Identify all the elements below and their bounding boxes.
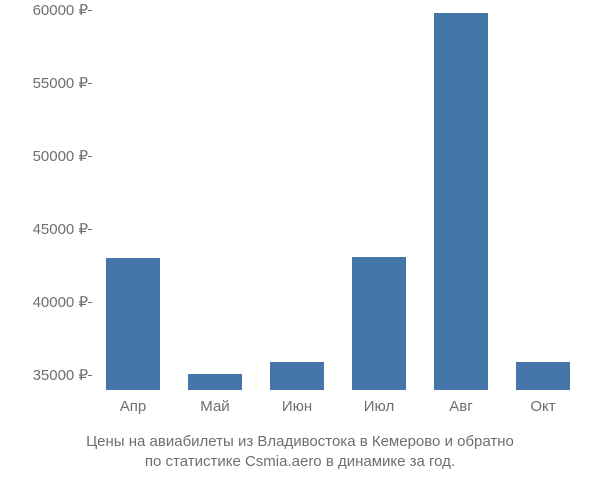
y-tick-label: 60000 ₽	[33, 1, 88, 19]
y-tick-label: 40000 ₽	[33, 293, 88, 311]
bar	[352, 257, 406, 390]
bar	[516, 362, 570, 390]
bar	[106, 258, 160, 390]
bar	[434, 13, 488, 390]
bar	[270, 362, 324, 390]
y-tick-mark	[88, 229, 92, 230]
caption-line-1: Цены на авиабилеты из Владивостока в Кем…	[86, 433, 514, 450]
y-tick-mark	[88, 302, 92, 303]
price-chart: Цены на авиабилеты из Владивостока в Кем…	[0, 0, 600, 500]
y-tick-mark	[88, 10, 92, 11]
plot-area	[92, 10, 582, 390]
y-tick-label: 35000 ₽	[33, 366, 88, 384]
y-tick-mark	[88, 375, 92, 376]
x-tick-label: Июн	[282, 398, 312, 415]
x-tick-label: Авг	[449, 398, 472, 415]
y-tick-mark	[88, 83, 92, 84]
chart-caption: Цены на авиабилеты из Владивостока в Кем…	[0, 432, 600, 473]
x-tick-label: Июл	[364, 398, 394, 415]
x-tick-label: Окт	[530, 398, 555, 415]
y-tick-label: 50000 ₽	[33, 147, 88, 165]
y-tick-label: 55000 ₽	[33, 74, 88, 92]
x-tick-label: Май	[200, 398, 229, 415]
y-tick-label: 45000 ₽	[33, 220, 88, 238]
bars-container	[92, 10, 582, 390]
bar	[188, 374, 242, 390]
y-tick-mark	[88, 156, 92, 157]
caption-line-2: по статистике Csmia.aero в динамике за г…	[145, 453, 455, 470]
x-tick-label: Апр	[120, 398, 146, 415]
